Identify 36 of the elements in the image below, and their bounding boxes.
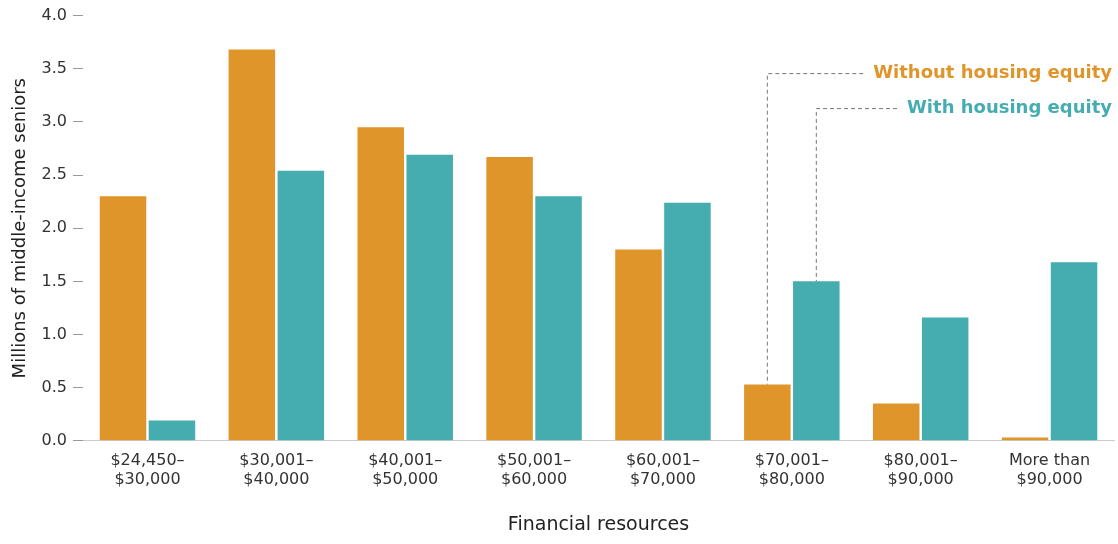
bar (664, 202, 711, 441)
bar (872, 403, 920, 441)
bar (535, 196, 582, 441)
text: With housing equity (907, 96, 1113, 118)
y-tick-label: 0.0 (41, 429, 68, 449)
bar (277, 170, 325, 441)
bar (406, 154, 453, 441)
x-tick-label: $40,001– $50,000 (368, 449, 443, 488)
bar (1050, 262, 1098, 441)
bar (793, 281, 840, 441)
x-tick-label: $70,001– $80,000 (754, 449, 829, 488)
y-tick-label: 2.5 (41, 164, 68, 184)
bar (99, 196, 147, 441)
x-tick-label: More than $90,000 (1009, 449, 1091, 488)
bar (744, 384, 791, 441)
y-tick-label: 1.5 (41, 270, 68, 290)
x-tick-label: $60,001– $70,000 (625, 449, 701, 488)
y-axis-title: Millions of middle-income seniors (8, 78, 30, 379)
y-tick-label: 2.0 (41, 217, 68, 237)
y-tick-label: 4.0 (41, 4, 68, 24)
x-tick-label: $24,450– $30,000 (110, 449, 185, 488)
bar (228, 49, 276, 441)
bar (148, 420, 196, 441)
y-tick-label: 1.0 (41, 323, 68, 343)
x-tick-label: $30,001– $40,000 (239, 449, 314, 488)
y-tick-label: 3.5 (41, 57, 68, 77)
bar (357, 127, 404, 441)
bar (921, 317, 969, 441)
y-tick-label: 0.5 (41, 376, 68, 396)
bar (486, 156, 533, 441)
x-tick-label: $50,001– $60,000 (497, 449, 572, 488)
bar (615, 249, 662, 441)
x-axis-title: Financial resources (507, 511, 690, 534)
text: Without housing equity (873, 61, 1113, 83)
x-tick-label: $80,001– $90,000 (883, 449, 958, 488)
y-tick-label: 3.0 (41, 111, 68, 131)
